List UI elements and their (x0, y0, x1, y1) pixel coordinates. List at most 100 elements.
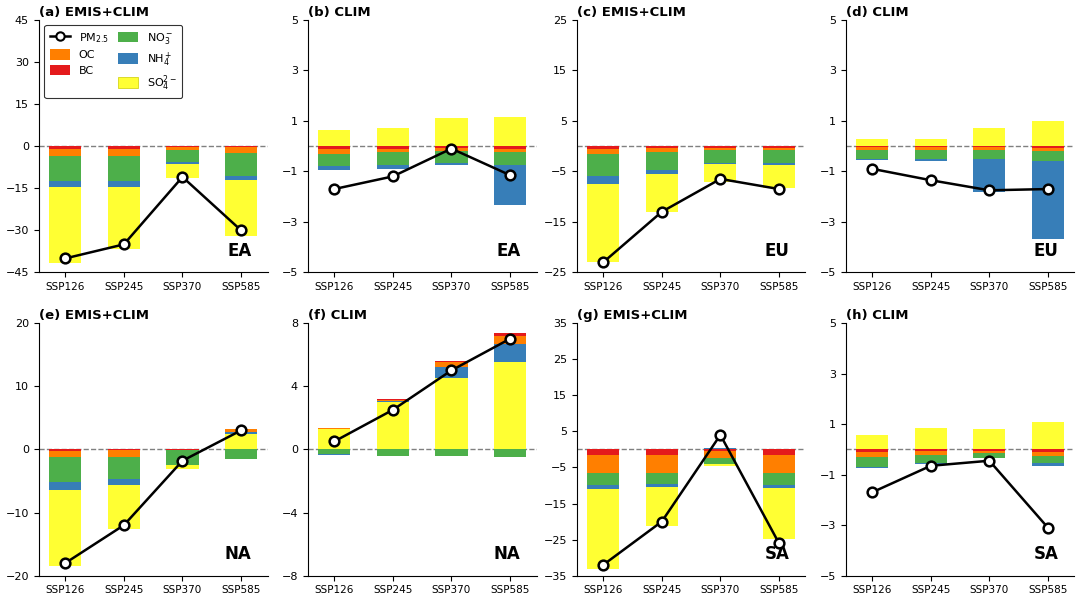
Bar (166, 162, 199, 164)
Bar (108, 149, 140, 156)
Bar (856, 457, 888, 467)
Bar (319, 454, 350, 455)
Bar (646, 450, 678, 455)
Bar (973, 150, 1005, 159)
Bar (762, 150, 795, 163)
Bar (856, 436, 888, 450)
Text: EA: EA (227, 242, 252, 260)
Bar (704, 164, 737, 182)
Text: (c) EMIS+CLIM: (c) EMIS+CLIM (577, 5, 686, 19)
Bar (588, 450, 619, 455)
Bar (108, 187, 140, 249)
Bar (377, 165, 409, 169)
Bar (856, 450, 888, 452)
Bar (50, 490, 81, 566)
Bar (435, 361, 468, 362)
Bar (915, 159, 947, 161)
Bar (494, 335, 526, 344)
Bar (50, 146, 81, 149)
Bar (377, 450, 409, 456)
Text: (e) EMIS+CLIM: (e) EMIS+CLIM (39, 309, 149, 322)
Bar (856, 452, 888, 457)
Bar (762, 165, 795, 188)
Bar (435, 118, 468, 146)
Bar (704, 163, 737, 164)
Bar (166, 450, 199, 465)
Bar (225, 146, 257, 147)
Bar (494, 362, 526, 450)
Bar (588, 486, 619, 489)
Bar (762, 486, 795, 489)
Bar (915, 138, 947, 146)
Bar (646, 152, 678, 170)
Text: EU: EU (1034, 242, 1058, 260)
Bar (915, 463, 947, 464)
Bar (1031, 121, 1064, 146)
Bar (704, 150, 737, 163)
Bar (646, 487, 678, 526)
Bar (108, 156, 140, 181)
Bar (1031, 463, 1064, 466)
Bar (494, 153, 526, 165)
Bar (704, 148, 737, 150)
Bar (166, 449, 199, 450)
Text: (g) EMIS+CLIM: (g) EMIS+CLIM (577, 309, 687, 322)
Bar (377, 148, 409, 153)
Bar (225, 180, 257, 236)
Text: (h) CLIM: (h) CLIM (846, 309, 908, 322)
Bar (646, 170, 678, 174)
Bar (588, 154, 619, 177)
Bar (319, 146, 350, 148)
Bar (973, 147, 1005, 150)
Bar (108, 146, 140, 149)
Bar (435, 151, 468, 162)
Bar (50, 187, 81, 263)
Bar (704, 451, 737, 459)
Bar (377, 129, 409, 146)
Bar (435, 162, 468, 165)
Bar (704, 459, 737, 464)
Bar (494, 117, 526, 146)
Bar (50, 149, 81, 156)
Bar (225, 147, 257, 153)
Bar (915, 146, 947, 147)
Bar (588, 148, 619, 154)
Bar (1031, 421, 1064, 450)
Bar (915, 450, 947, 451)
Bar (762, 163, 795, 165)
Bar (704, 464, 737, 466)
Text: SA: SA (765, 545, 789, 563)
Bar (762, 455, 795, 473)
Bar (377, 146, 409, 148)
Text: EU: EU (765, 242, 789, 260)
Bar (1031, 151, 1064, 160)
Bar (646, 473, 678, 484)
Bar (915, 455, 947, 463)
Bar (1031, 456, 1064, 463)
Bar (973, 453, 1005, 458)
Bar (494, 334, 526, 335)
Bar (494, 344, 526, 362)
Bar (646, 484, 678, 487)
Text: (d) CLIM: (d) CLIM (846, 5, 908, 19)
Bar (225, 153, 257, 175)
Legend: PM$_{2.5}$, OC, BC, NO$_3^-$, NH$_4^+$, SO$_4^{2-}$: PM$_{2.5}$, OC, BC, NO$_3^-$, NH$_4^+$, … (44, 25, 183, 98)
Bar (915, 147, 947, 150)
Bar (377, 399, 409, 400)
Bar (319, 154, 350, 166)
Bar (588, 455, 619, 473)
Bar (588, 473, 619, 486)
Bar (588, 184, 619, 262)
Bar (494, 148, 526, 153)
Bar (494, 450, 526, 457)
Bar (973, 451, 1005, 453)
Bar (762, 489, 795, 539)
Bar (166, 146, 199, 147)
Bar (973, 129, 1005, 146)
Bar (762, 450, 795, 455)
Text: EA: EA (497, 242, 521, 260)
Bar (973, 159, 1005, 192)
Bar (915, 150, 947, 159)
Bar (762, 473, 795, 486)
Text: (f) CLIM: (f) CLIM (308, 309, 367, 322)
